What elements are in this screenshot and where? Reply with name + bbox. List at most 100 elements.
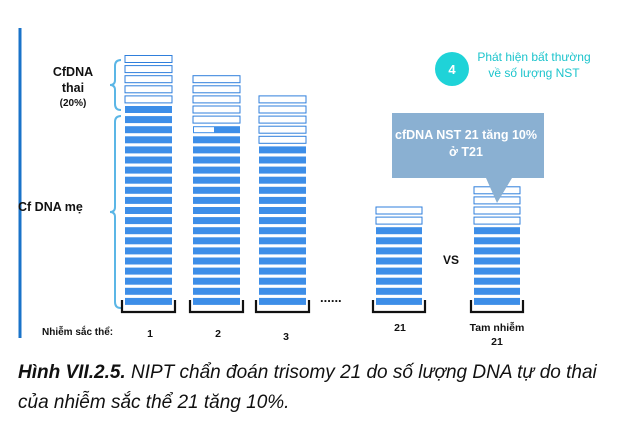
- fetal-segment-5-9: [473, 216, 521, 225]
- category-label-2: 2: [215, 328, 221, 340]
- maternal-segment-1-12: [125, 186, 172, 194]
- maternal-segment-2-4: [193, 267, 240, 275]
- fetal-label-line1: CfDNA: [52, 65, 94, 79]
- maternal-segment-1-5: [125, 257, 172, 265]
- stack-bracket-3: [254, 300, 311, 314]
- maternal-segment-5-3: [474, 277, 520, 285]
- maternal-segment-3-3: [259, 277, 306, 285]
- maternal-segment-5-5: [474, 257, 520, 265]
- caption-text: NIPT chẩn đoán trisomy 21 do số lượng DN…: [18, 362, 597, 413]
- maternal-segment-3-13: [259, 176, 306, 184]
- fetal-segment-3-21: [258, 95, 307, 104]
- fetal-brace: [109, 59, 122, 111]
- category-label-4: 21: [394, 322, 406, 334]
- maternal-segment-2-6: [193, 247, 240, 255]
- callout-box: [392, 113, 544, 203]
- fetal-segment-1-25: [124, 55, 173, 63]
- missing-segment-notch: [194, 127, 214, 133]
- maternal-segment-1-9: [125, 217, 172, 225]
- maternal-segment-3-2: [259, 287, 306, 295]
- maternal-segment-1-2: [125, 287, 172, 295]
- maternal-segment-3-7: [259, 237, 306, 245]
- maternal-segment-1-19: [125, 116, 172, 124]
- maternal-segment-1-14: [125, 166, 172, 174]
- maternal-segment-4-4: [376, 267, 422, 275]
- maternal-segment-2-9: [193, 217, 240, 225]
- category-label-3: 3: [283, 331, 289, 343]
- fetal-segment-2-20: [192, 105, 241, 114]
- maternal-segment-2-11: [193, 196, 240, 204]
- category-label-5-line2: 21: [491, 336, 503, 345]
- fetal-segment-1-24: [124, 65, 173, 74]
- maternal-segment-1-6: [125, 247, 172, 255]
- maternal-segment-3-14: [259, 166, 306, 174]
- maternal-segment-1-4: [125, 267, 172, 275]
- category-label-5-line1: Tam nhiễm: [470, 321, 525, 334]
- maternal-brace: [109, 115, 122, 309]
- maternal-segment-4-1: [376, 297, 422, 305]
- vs-label: VS: [443, 253, 460, 267]
- maternal-segment-2-14: [193, 166, 240, 174]
- maternal-segment-3-9: [259, 217, 306, 225]
- fetal-segment-2-19: [192, 115, 241, 124]
- caption-label: Hình VII.2.5.: [18, 362, 126, 383]
- stack-bracket-4: [371, 300, 427, 314]
- fetal-label: CfDNA thai (20%): [38, 64, 108, 112]
- maternal-segment-3-5: [259, 257, 306, 265]
- fetal-segment-1-23: [124, 75, 173, 84]
- maternal-segment-1-17: [125, 136, 172, 144]
- maternal-segment-1-11: [125, 196, 172, 204]
- brace-path: [109, 115, 122, 309]
- maternal-segment-3-16: [259, 146, 306, 154]
- maternal-segment-4-6: [376, 247, 422, 255]
- maternal-segment-3-11: [259, 196, 306, 204]
- fetal-segment-3-20: [258, 105, 307, 114]
- fetal-segment-3-19: [258, 115, 307, 124]
- maternal-segment-5-8: [474, 227, 520, 235]
- maternal-segment-4-2: [376, 287, 422, 295]
- maternal-segment-3-1: [259, 297, 306, 305]
- fetal-segment-2-22: [192, 85, 241, 94]
- stack-bracket-1: [120, 300, 177, 314]
- maternal-segment-2-17: [193, 136, 240, 144]
- maternal-segment-1-13: [125, 176, 172, 184]
- fetal-label-line2: thai: [61, 81, 85, 95]
- maternal-segment-2-7: [193, 237, 240, 245]
- category-label-1: 1: [147, 328, 153, 340]
- maternal-segment-3-6: [259, 247, 306, 255]
- maternal-segment-3-15: [259, 156, 306, 164]
- maternal-label: Cf DNA mẹ: [18, 200, 83, 214]
- maternal-segment-4-8: [376, 227, 422, 235]
- fetal-segment-5-10: [473, 206, 521, 215]
- maternal-segment-1-1: [125, 297, 172, 305]
- nipt-diagram: 1 2 3 21 Tam nhiễm 21: [18, 28, 544, 345]
- stack-bracket-5: [469, 300, 525, 314]
- maternal-segment-3-10: [259, 207, 306, 214]
- fetal-segment-4-10: [375, 206, 423, 215]
- step-number-badge: 4: [435, 52, 469, 86]
- fetal-segment-3-17: [258, 135, 307, 144]
- maternal-segment-5-7: [474, 237, 520, 245]
- maternal-segment-3-12: [259, 186, 306, 194]
- fetal-segment-2-21: [192, 95, 241, 104]
- maternal-segment-2-3: [193, 277, 240, 285]
- fetal-label-line3: (20%): [59, 98, 87, 109]
- fetal-segment-1-22: [124, 85, 173, 94]
- maternal-segment-5-1: [474, 297, 520, 305]
- maternal-segment-1-10: [125, 207, 172, 214]
- step-description: Phát hiện bất thường về số lượng NST: [477, 50, 591, 80]
- maternal-segment-3-4: [259, 267, 306, 275]
- maternal-segment-3-8: [259, 227, 306, 235]
- brace-path: [109, 59, 122, 111]
- maternal-segment-2-8: [193, 227, 240, 235]
- maternal-segment-1-20: [125, 106, 172, 113]
- maternal-segment-1-16: [125, 146, 172, 154]
- figure-caption: Hình VII.2.5. NIPT chẩn đoán trisomy 21 …: [18, 358, 618, 418]
- maternal-segment-1-7: [125, 237, 172, 245]
- chromosome-prefix-label: Nhiễm sắc thể:: [42, 327, 114, 338]
- maternal-segment-2-1: [193, 297, 240, 305]
- maternal-segment-1-15: [125, 156, 172, 164]
- maternal-segment-2-10: [193, 207, 240, 214]
- maternal-segment-2-5: [193, 257, 240, 265]
- fetal-segment-1-21: [124, 95, 173, 104]
